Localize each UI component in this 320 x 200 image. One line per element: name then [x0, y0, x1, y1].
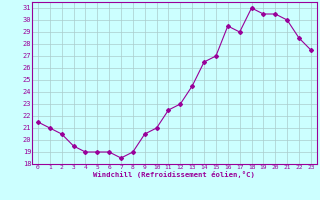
- X-axis label: Windchill (Refroidissement éolien,°C): Windchill (Refroidissement éolien,°C): [93, 171, 255, 178]
